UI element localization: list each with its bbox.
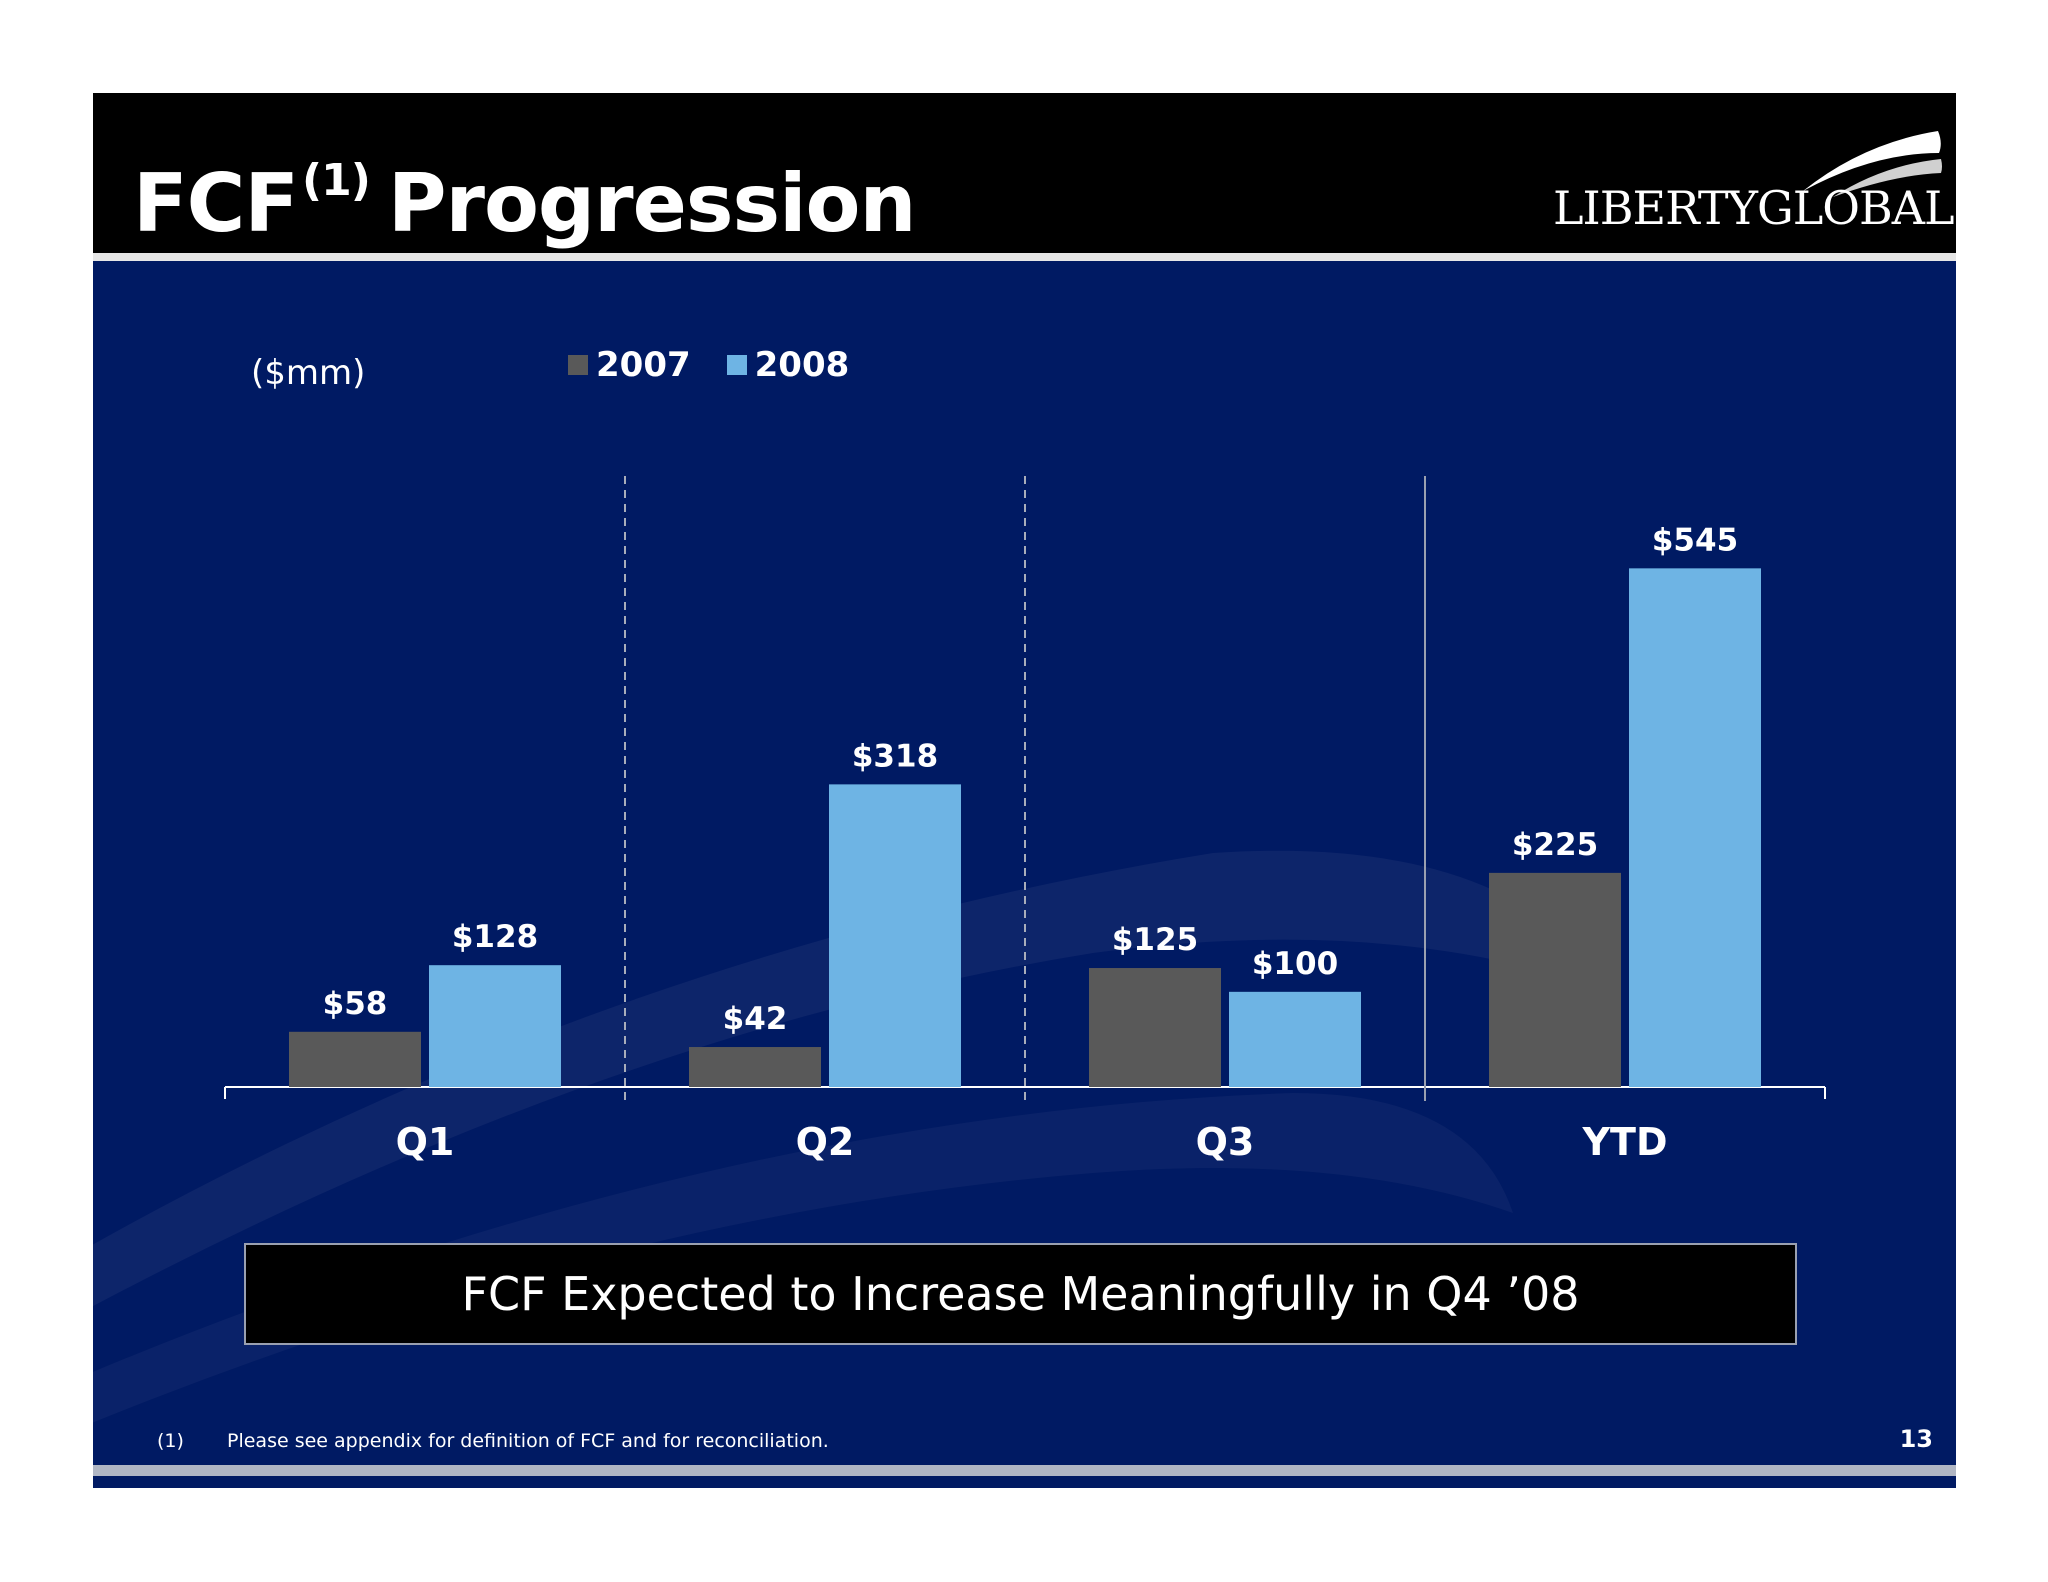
page-number: 13 [1899,1425,1933,1453]
unit-label: ($mm) [251,353,366,393]
legend-label-2007: 2007 [596,345,691,385]
bar-2007-q2 [689,1047,821,1087]
bar-2008-q3 [1229,991,1361,1087]
x-tick-label: Q3 [1196,1120,1255,1164]
footnote-number: (1) [157,1430,184,1452]
slide: FCF(1) Progression LIBERTYGLOBAL $58 $128 Q… [93,93,1956,1488]
fcf-bar-chart: $58 $128 Q1 $42 $318 Q2 $125 $100 Q3 $225 $545 YTD [93,476,1826,1423]
legend-label-2008: 2008 [754,345,850,385]
x-tick-label: Q2 [796,1120,855,1164]
data-label: $318 [852,738,938,774]
legend-item-2008: 2008 [726,345,850,385]
logo-text: LIBERTYGLOBAL [1553,181,1955,235]
legend-swatch-2007 [568,355,588,375]
x-tick-label: Q1 [396,1120,455,1164]
callout-text: FCF Expected to Increase Meaningfully in… [461,1267,1580,1321]
data-label: $545 [1652,522,1738,558]
footnote-text: Please see appendix for definition of FC… [227,1430,829,1452]
bar-2007-ytd [1489,872,1621,1087]
footnote: (1) Please see appendix for definition of… [157,1430,829,1452]
callout-box: FCF Expected to Increase Meaningfully in… [244,1243,1797,1345]
header-bar: FCF(1) Progression LIBERTYGLOBAL [93,93,1956,253]
title-rest: Progression [387,157,917,250]
data-label: $58 [323,986,388,1022]
data-label: $100 [1252,946,1338,982]
data-label: $225 [1512,827,1598,863]
bar-2008-q1 [429,965,561,1087]
bar-2007-q3 [1089,968,1221,1087]
bar-2008-ytd [1629,568,1761,1087]
legend-swatch-2008 [726,355,747,375]
page-title: FCF(1) Progression [133,133,917,252]
chart-legend: 2007 2008 [568,345,885,385]
header-divider [93,253,1956,261]
liberty-global-logo: LIBERTYGLOBAL [1553,113,1955,243]
x-tick-label: YTD [1582,1120,1668,1164]
data-label: $42 [723,1001,788,1037]
background-swoosh-lower-icon [93,1093,1513,1423]
bar-2007-q1 [289,1031,421,1087]
legend-item-2007: 2007 [568,345,691,385]
data-label: $128 [452,919,538,955]
title-main: FCF [133,157,299,250]
footer-bar [93,1465,1956,1476]
logo-swoosh-icon [1803,131,1942,197]
bar-2008-q2 [829,784,961,1087]
title-superscript: (1) [302,155,371,206]
data-label: $125 [1112,922,1198,958]
